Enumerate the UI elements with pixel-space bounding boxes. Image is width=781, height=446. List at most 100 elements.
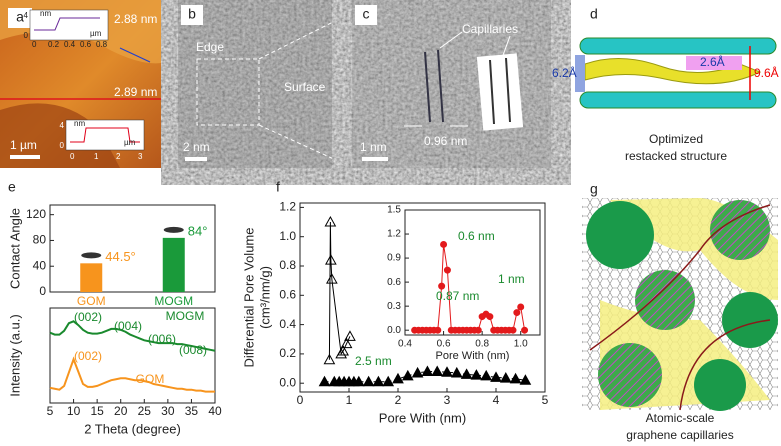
annotation: Surface [284, 80, 326, 94]
y-tick-label: 1.5 [387, 205, 401, 216]
annotation: 0.6 nm [458, 229, 495, 243]
inset-unit: µm [124, 138, 136, 147]
scale-label: 1 µm [10, 138, 37, 152]
y-tick-label: 0.3 [387, 301, 401, 312]
x-tick-label: 25 [138, 404, 152, 418]
x-tick-label: 0.6 [437, 339, 451, 350]
x-axis-label: Pore With (nm) [436, 350, 510, 362]
x-tick-label: 0 [297, 393, 304, 407]
caption: graphene capillaries [626, 428, 733, 442]
annotation: 2.89 nm [114, 85, 157, 99]
marker [434, 326, 442, 334]
inset-tick: 0.8 [96, 40, 108, 49]
inset-tick: 0 [70, 152, 75, 161]
x-tick-label: 3 [444, 393, 451, 407]
x-tick-label: 35 [185, 404, 199, 418]
x-tick-label: 4 [493, 393, 500, 407]
annotation: Edge [196, 40, 224, 54]
marker [340, 337, 353, 349]
marker [421, 365, 434, 376]
marker [474, 326, 482, 334]
plot-frame [49, 204, 216, 293]
marker [344, 330, 356, 341]
x-tick-label: 5 [542, 393, 549, 407]
y-tick-label: 0.6 [279, 287, 296, 301]
marker [513, 309, 521, 317]
marker [325, 254, 337, 265]
y-tick-label: 0.8 [279, 258, 296, 272]
annotation: Capillaries [462, 22, 518, 36]
annotation: 2.5 nm [355, 354, 392, 368]
annotation: 2.6Å [700, 54, 725, 69]
panel-d: d 6.2Å 2.6Å 9.6Å Optimized restacked str… [552, 6, 779, 163]
panel-label: e [8, 179, 16, 195]
marker [438, 282, 446, 290]
marker [450, 366, 463, 378]
annotation: 1 nm [498, 272, 525, 286]
y-tick-label: 0.2 [279, 346, 296, 360]
x-tick-label: 40 [208, 404, 222, 418]
marker [441, 366, 453, 377]
droplet [81, 252, 102, 259]
panel-label: a [16, 9, 24, 25]
annotation: 9.6Å [754, 65, 779, 80]
panel-label: f [276, 179, 280, 195]
inset-tick: 0.2 [48, 40, 60, 49]
marker [460, 368, 473, 379]
marker [431, 365, 444, 376]
y-tick-label: 120 [26, 207, 46, 221]
x-tick-label: 0.8 [475, 339, 489, 350]
marker [490, 371, 502, 382]
x-tick-label: 1 [346, 393, 353, 407]
y-tick-label: 0 [39, 284, 46, 298]
marker [337, 344, 349, 356]
droplet [163, 226, 184, 233]
marker [326, 273, 338, 284]
panel-label: d [590, 6, 598, 22]
marker [318, 375, 331, 387]
series-line [49, 320, 216, 352]
marker [509, 372, 522, 384]
x-tick-label: 15 [90, 404, 104, 418]
marker [517, 303, 525, 311]
marker [521, 326, 529, 334]
inset-tick: 3 [138, 152, 143, 161]
y-axis-label: Differential Pore Volume [241, 228, 256, 368]
marker [470, 369, 483, 380]
scale-label: 2 nm [183, 140, 210, 154]
marker [519, 374, 532, 385]
x-tick-label: GOM [77, 294, 106, 308]
value-label: 84° [188, 223, 208, 238]
inset-tick: 0 [60, 141, 65, 150]
x-tick-label: 2 [395, 393, 402, 407]
panel-label: b [188, 6, 196, 22]
inset-tick: 0.4 [64, 40, 76, 49]
plot-frame [49, 307, 216, 404]
bar [162, 237, 185, 292]
y-tick-label: 1.2 [387, 229, 401, 240]
scale-label: 1 nm [360, 140, 387, 154]
panel-label: g [590, 181, 598, 197]
marker [499, 372, 512, 383]
annotation: 0.87 nm [436, 289, 479, 303]
inset-tick: 1 [94, 152, 99, 161]
annotation: (002) [74, 310, 102, 324]
value-label: 44.5° [105, 249, 136, 264]
marker [382, 375, 395, 387]
y-tick-label: 0.0 [279, 375, 296, 389]
panel-g: g Atomic-scale graphene capillaries [582, 181, 778, 442]
y-tick-label: 0.4 [279, 317, 296, 331]
inset-tick: 0 [24, 31, 29, 40]
x-tick-label: 0.4 [398, 339, 412, 350]
series-line [328, 222, 351, 360]
y-tick-label: 40 [33, 258, 47, 272]
inset-tick: 4 [24, 11, 29, 20]
annotation: (008) [179, 343, 207, 357]
plot-frame [299, 202, 546, 393]
y-axis-label: (cm³/nm/g) [257, 266, 272, 329]
y-tick-label: 1.2 [279, 200, 296, 214]
marker [323, 353, 336, 365]
inset-tick: 0 [32, 40, 37, 49]
y-axis-label: Intensity (a.u.) [7, 314, 22, 396]
marker [362, 375, 375, 387]
